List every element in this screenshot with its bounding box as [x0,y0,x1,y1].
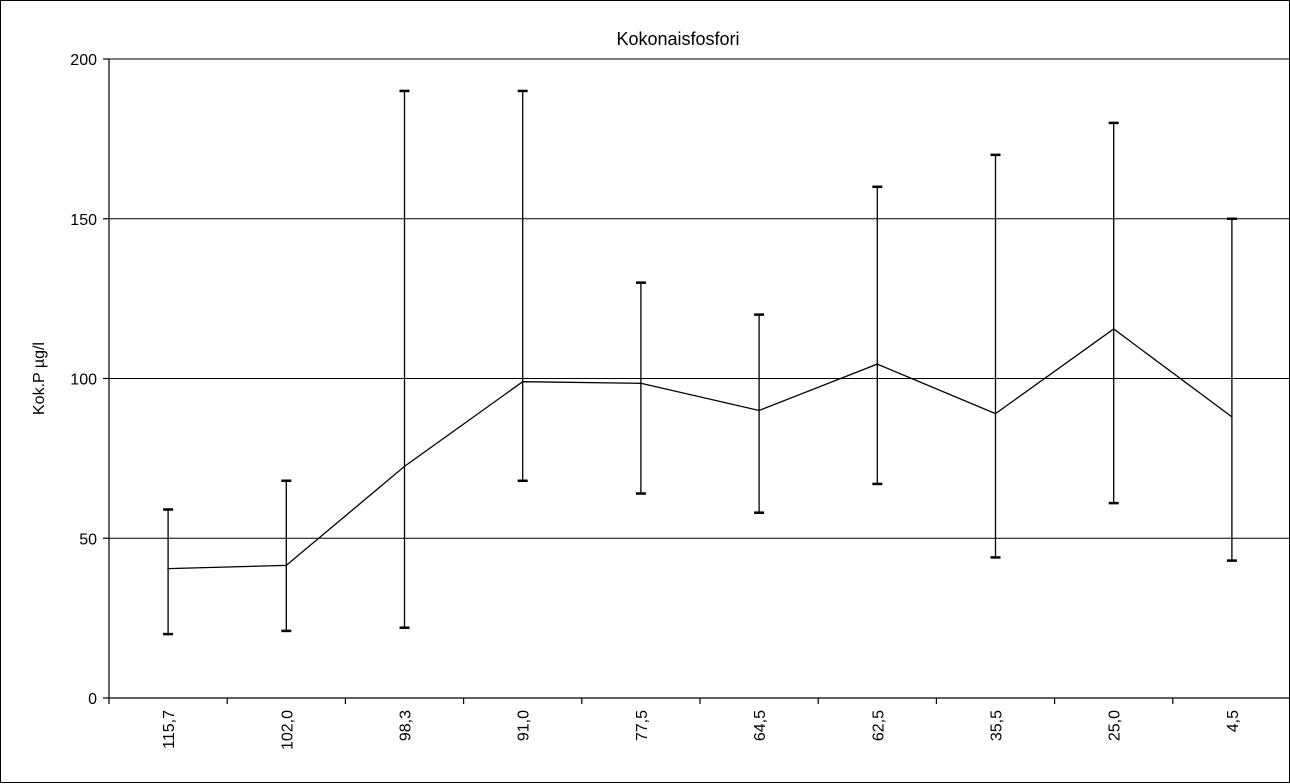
error-bar [1226,217,1237,562]
x-tick-labels: 115,7 102,0 98,3 91,0 77,5 64,5 62,5 35,5 25,0 4,… [161,710,1242,750]
error-bar [635,281,646,495]
series-layer [167,328,1233,570]
x-tick-label: 62,5 [870,710,887,741]
error-bar [281,479,292,633]
data-point [994,412,997,415]
data-point [640,382,642,385]
data-point [167,567,169,570]
error-bar [754,313,765,514]
error-bar [872,185,883,486]
data-point [403,465,406,468]
data-point [876,363,879,365]
error-bar [990,153,1001,559]
x-tick-label: 25,0 [1107,710,1124,741]
x-tick-label: 4,5 [1225,710,1242,732]
y-tick-label: 200 [70,52,97,69]
error-bar [1108,121,1119,505]
data-point [285,564,288,567]
x-tick-label: 115,7 [161,710,178,749]
error-bar [399,89,410,629]
data-point [521,380,524,383]
x-tick-label: 77,5 [634,710,651,741]
error-bar [517,89,528,482]
gridlines [109,58,1290,539]
y-tick-label: 100 [70,372,97,389]
y-tick-label: 50 [79,531,97,548]
y-tick-label: 150 [70,212,97,229]
x-tick-label: 98,3 [398,710,415,741]
error-bars [163,89,1237,636]
x-tick-label: 64,5 [752,710,769,741]
series-line [168,328,1233,570]
chart-title: Kokonaisfosfori [616,29,739,49]
x-tick-label: 35,5 [989,710,1006,741]
x-tick-label: 91,0 [516,710,533,741]
data-point [1112,328,1115,330]
error-bar [163,508,174,636]
y-tick-label: 0 [88,691,97,708]
data-point [758,409,760,412]
axes [103,58,1290,704]
y-axis-label: Kok.P µg/l [31,342,48,415]
data-point [1231,416,1233,418]
y-tick-labels: 0 50 100 150 200 [70,52,97,708]
x-tick-label: 102,0 [279,710,296,750]
